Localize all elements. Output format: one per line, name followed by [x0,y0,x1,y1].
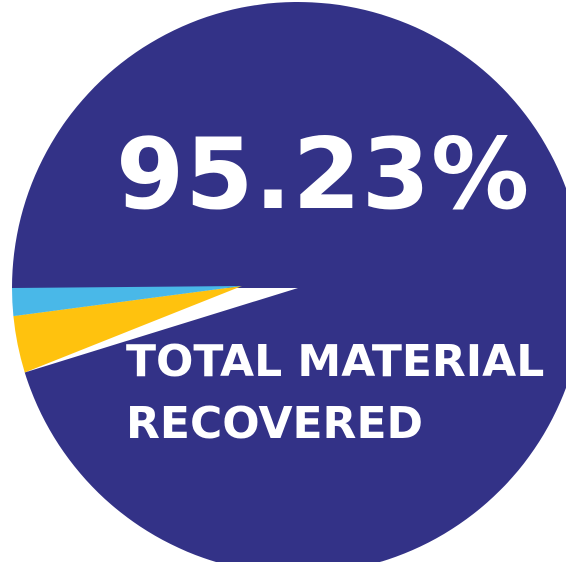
chart-label-line-2: RECOVERED [126,398,424,449]
chart-label-line-1: TOTAL MATERIAL [126,336,545,387]
pie-slice-main [12,2,566,562]
pie-slice-yellow [13,286,242,373]
pie-slices [12,2,566,562]
headline-percentage: 95.23% [116,118,531,232]
pie-slice-blue [12,286,242,317]
